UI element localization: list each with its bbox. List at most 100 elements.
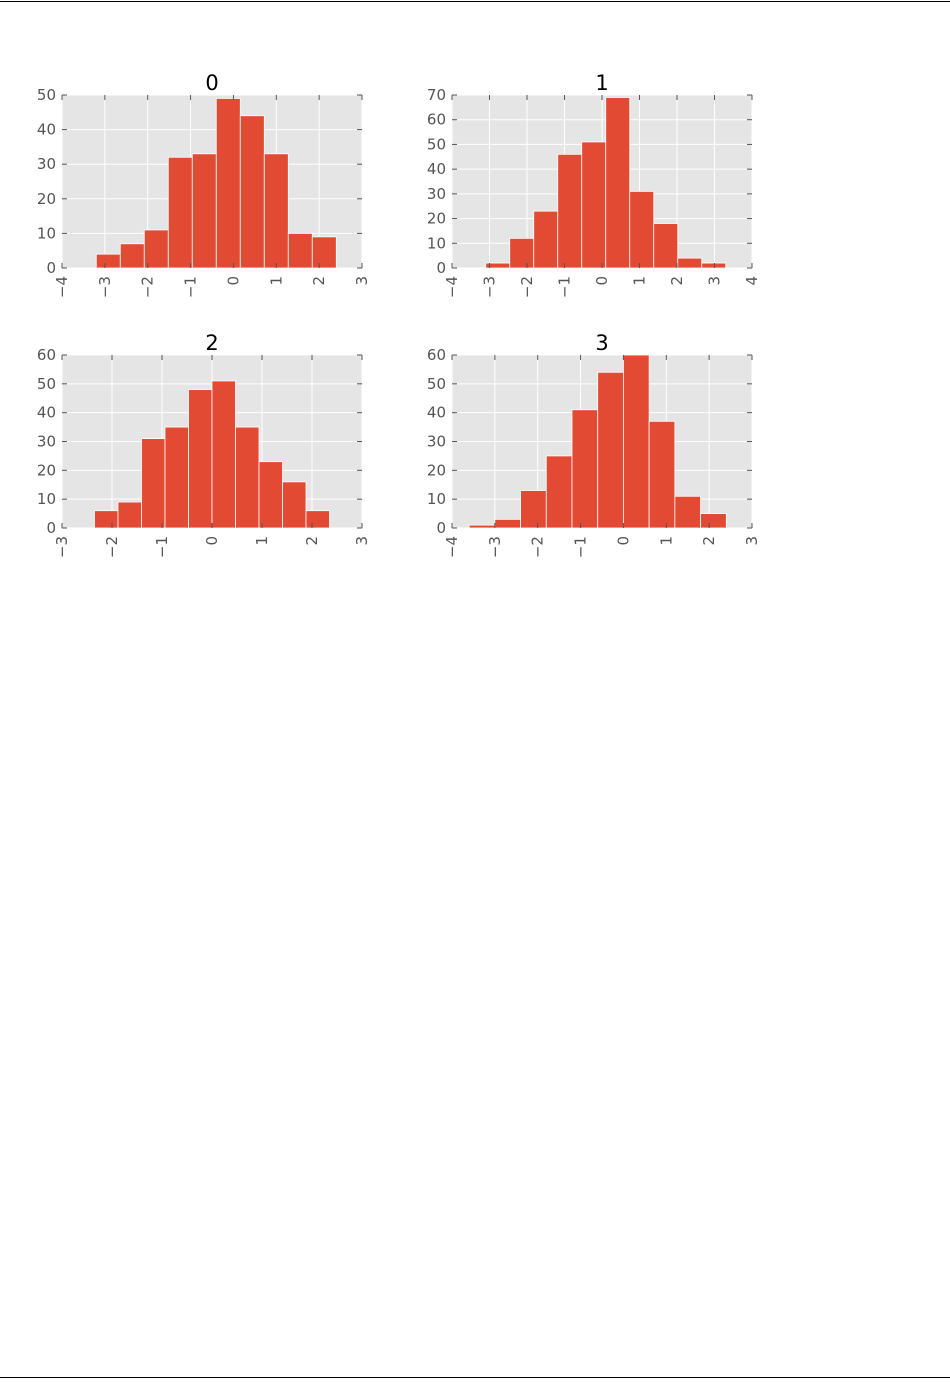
x-tick-label: 1 <box>631 276 649 286</box>
y-tick-label: 20 <box>37 190 56 208</box>
histogram-bar <box>311 236 337 269</box>
y-tick-label: 30 <box>37 433 56 451</box>
y-tick-label: 60 <box>427 346 446 364</box>
x-tick-label: −1 <box>182 276 200 298</box>
x-tick-label: −2 <box>139 276 157 298</box>
y-tick-label: 50 <box>427 375 446 393</box>
histogram-bar <box>117 501 142 529</box>
x-tick-label: −3 <box>53 536 71 558</box>
histogram-panel-3: 0 10 20 30 40 50 60 −4 −3 −2 −1 0 1 2 3 3 <box>427 331 761 558</box>
y-tick-label: 0 <box>46 259 56 277</box>
histogram-bar <box>677 257 703 269</box>
y-tick-label: 10 <box>427 234 446 252</box>
x-tick-label: −1 <box>556 276 574 298</box>
histogram-bar <box>557 153 583 269</box>
y-tick-label: 50 <box>37 86 56 104</box>
histogram-bar <box>545 455 573 529</box>
y-tick-label: 40 <box>427 404 446 422</box>
x-tick-label: −2 <box>518 276 536 298</box>
page-top-rule <box>0 1 950 2</box>
histogram-bar <box>164 426 189 529</box>
histogram-bar <box>239 115 265 269</box>
histogram-bar <box>597 371 624 529</box>
x-tick-label: −4 <box>443 276 461 298</box>
histogram-bar <box>188 389 213 529</box>
histogram-bar <box>211 380 236 529</box>
y-tick-label: 10 <box>37 490 56 508</box>
x-tick-label: 4 <box>743 276 761 286</box>
histogram-bar <box>215 98 241 269</box>
y-tick-label: 10 <box>37 224 56 242</box>
histogram-bar <box>581 141 607 269</box>
histogram-bar <box>167 156 193 269</box>
histogram-bar <box>674 495 701 529</box>
x-tick-label: 2 <box>310 276 328 286</box>
histogram-bar <box>509 237 535 269</box>
x-tick-label: −3 <box>486 536 504 558</box>
page-bottom-rule <box>0 1377 950 1378</box>
histogram-bar <box>571 409 599 529</box>
x-tick-label: 2 <box>303 536 321 546</box>
y-tick-label: 30 <box>37 155 56 173</box>
histogram-bar <box>520 490 547 529</box>
x-tick-label: 0 <box>614 536 632 546</box>
x-tick-label: −1 <box>572 536 590 558</box>
x-tick-label: 1 <box>657 536 675 546</box>
x-tick-label: 3 <box>743 536 761 546</box>
x-tick-label: −4 <box>443 536 461 558</box>
histogram-bar <box>494 518 521 529</box>
y-tick-label: 20 <box>37 461 56 479</box>
histogram-bar <box>263 153 289 269</box>
y-tick-label: 20 <box>427 461 446 479</box>
x-tick-label: −3 <box>96 276 114 298</box>
x-tick-label: 2 <box>700 536 718 546</box>
x-tick-label: 1 <box>253 536 271 546</box>
histogram-bar <box>258 461 283 529</box>
histogram-bar <box>143 229 169 269</box>
y-tick-label: 70 <box>427 86 446 104</box>
x-tick-label: −2 <box>103 536 121 558</box>
histogram-bar <box>648 420 676 529</box>
x-tick-label: −4 <box>53 276 71 298</box>
histogram-bar <box>95 253 121 269</box>
x-tick-label: 0 <box>224 276 242 286</box>
histogram-bar <box>235 426 260 529</box>
histogram-bar <box>623 354 650 529</box>
histogram-bar <box>468 524 496 529</box>
y-tick-label: 40 <box>427 160 446 178</box>
x-tick-label: 2 <box>668 276 686 286</box>
histogram-bar <box>282 481 307 529</box>
y-tick-label: 0 <box>46 519 56 537</box>
histogram-bar <box>191 153 217 269</box>
x-tick-label: 1 <box>267 276 285 286</box>
x-tick-label: −2 <box>529 536 547 558</box>
y-tick-label: 10 <box>427 490 446 508</box>
panel-title: 1 <box>595 71 608 95</box>
y-tick-label: 40 <box>37 404 56 422</box>
y-tick-label: 0 <box>436 259 446 277</box>
histogram-bar <box>605 97 631 269</box>
histogram-bar <box>700 513 727 529</box>
panel-title: 3 <box>595 331 608 355</box>
x-tick-label: 3 <box>353 536 371 546</box>
y-tick-label: 50 <box>427 135 446 153</box>
panel-title: 0 <box>205 71 218 95</box>
y-tick-label: 30 <box>427 185 446 203</box>
x-tick-label: −3 <box>481 276 499 298</box>
y-tick-label: 20 <box>427 210 446 228</box>
y-tick-label: 60 <box>37 346 56 364</box>
histogram-bar <box>119 243 145 269</box>
histogram-bar <box>141 438 166 529</box>
x-tick-label: 0 <box>203 536 221 546</box>
histogram-bar <box>701 262 727 269</box>
histogram-bar <box>533 210 559 269</box>
y-tick-label: 50 <box>37 375 56 393</box>
x-tick-label: 3 <box>706 276 724 286</box>
histogram-panel-1: 0 10 20 30 40 50 60 70 −4 −3 −2 −1 0 1 2 3 4 1 <box>427 71 761 298</box>
histogram-bar <box>653 223 679 269</box>
histogram-bar <box>305 510 330 529</box>
x-tick-label: −1 <box>153 536 171 558</box>
histogram-bar <box>629 190 655 269</box>
